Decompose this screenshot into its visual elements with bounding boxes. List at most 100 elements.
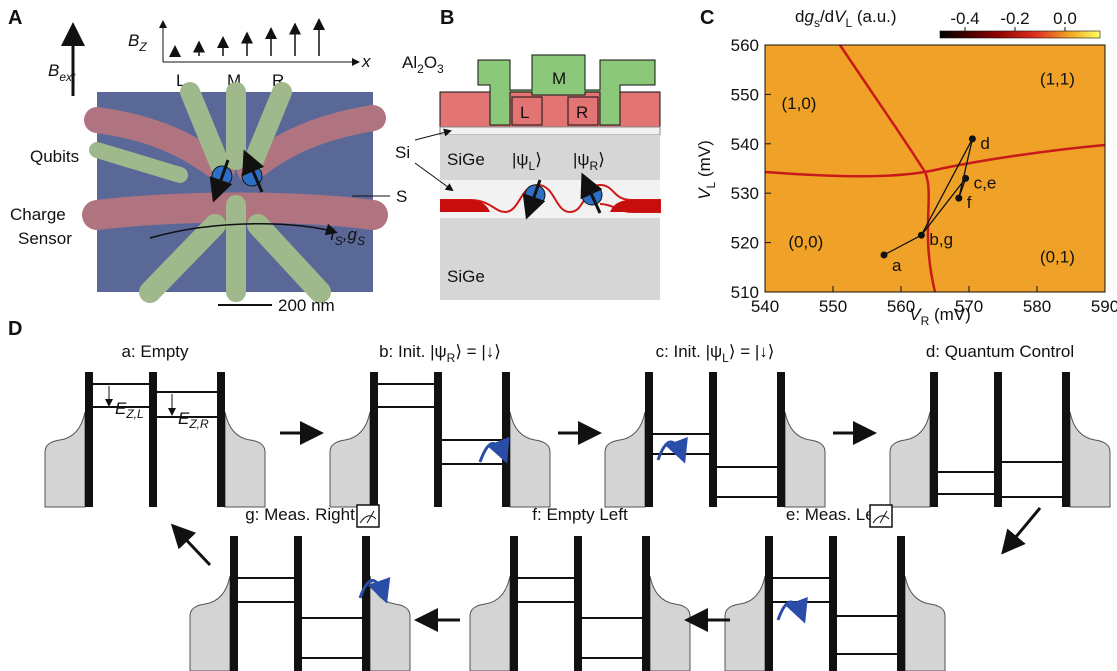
step-title: b: Init. |ψR⟩ = |↓⟩ xyxy=(379,342,501,365)
gate-label: L xyxy=(520,103,529,122)
tunnel-arrow xyxy=(658,442,683,460)
sequence-point xyxy=(969,135,976,142)
panel-b: B Al2O3 M L R Si SiGe SiGe |ψL⟩ |ψR⟩ xyxy=(395,7,660,300)
al2o3-label: Al2O3 xyxy=(402,53,444,76)
ez-label: EZ,R xyxy=(178,409,209,431)
flow-arrow xyxy=(175,528,210,565)
region-label: (1,0) xyxy=(782,94,817,113)
colorbar-tick-label: -0.4 xyxy=(950,9,979,28)
gate-label: R xyxy=(576,103,588,122)
reservoir xyxy=(650,576,690,671)
energy-diagram xyxy=(725,536,945,671)
energy-diagram xyxy=(190,536,410,671)
reservoir xyxy=(45,412,85,507)
panel-letter: A xyxy=(8,7,22,29)
barrier xyxy=(230,536,238,671)
reservoir xyxy=(470,576,510,671)
energy-diagram xyxy=(45,372,265,507)
x-tick-label: 550 xyxy=(819,297,847,316)
qubits-label: Qubits xyxy=(30,147,79,166)
ez-label: EZ,L xyxy=(115,399,144,421)
energy-diagram xyxy=(470,536,690,671)
reservoir xyxy=(785,412,825,507)
reservoir xyxy=(905,576,945,671)
reservoir xyxy=(890,412,930,507)
x-tick-label: 560 xyxy=(887,297,915,316)
reservoir xyxy=(1070,412,1110,507)
barrier xyxy=(574,536,582,671)
flow-arrow xyxy=(1005,508,1040,550)
s-label: S xyxy=(396,187,407,206)
point-label: a xyxy=(892,256,902,275)
reservoir xyxy=(725,576,765,671)
x-tick-label: 570 xyxy=(955,297,983,316)
step-title: a: Empty xyxy=(121,342,189,361)
scale-label: 200 nm xyxy=(278,296,335,315)
barrier xyxy=(85,372,93,507)
reservoir xyxy=(190,576,230,671)
point-label: d xyxy=(980,134,989,153)
barrier xyxy=(370,372,378,507)
tunnel-arrow xyxy=(480,443,505,462)
screening-gates xyxy=(440,92,660,127)
panel-letter: B xyxy=(440,7,454,29)
reservoir xyxy=(605,412,645,507)
step-title: g: Meas. Right xyxy=(245,505,355,524)
barrier xyxy=(434,372,442,507)
x-axis-label: x xyxy=(361,52,371,71)
region-label: (0,1) xyxy=(1040,247,1075,266)
barrier xyxy=(294,536,302,671)
gate-label: M xyxy=(552,69,566,88)
y-tick-label: 550 xyxy=(731,85,759,104)
tunnel-arrow xyxy=(778,602,803,620)
barrier xyxy=(897,536,905,671)
energy-diagram xyxy=(330,372,550,507)
barrier xyxy=(777,372,785,507)
y-tick-label: 520 xyxy=(731,234,759,253)
sequence-point xyxy=(955,195,962,202)
colorbar-title: dgs/dVL (a.u.) xyxy=(795,7,897,30)
barrier xyxy=(1062,372,1070,507)
point-label: f xyxy=(967,193,972,212)
step-title: f: Empty Left xyxy=(532,505,628,524)
reservoir xyxy=(225,412,265,507)
reservoir xyxy=(510,412,550,507)
y-tick-label: 510 xyxy=(731,283,759,302)
barrier xyxy=(510,536,518,671)
charge-sensor-label: Charge xyxy=(10,205,66,224)
si-label: Si xyxy=(395,143,410,162)
step-title: d: Quantum Control xyxy=(926,342,1074,361)
colorbar-tick-label: 0.0 xyxy=(1053,9,1077,28)
figure: A Bext BZ x L M R IS,gS Qubits Charge Se… xyxy=(0,0,1117,671)
point-label: c,e xyxy=(974,173,997,192)
barrier xyxy=(765,536,773,671)
panel-d: D EZ,L EZ,R a: Empty b: Init. |ψR⟩ = |↓⟩ c… xyxy=(8,318,1110,671)
region-label: (1,1) xyxy=(1040,70,1075,89)
sequence-point xyxy=(881,251,888,258)
reservoir xyxy=(370,576,410,671)
energy-diagram xyxy=(890,372,1110,507)
barrier xyxy=(645,372,653,507)
panel-letter: C xyxy=(700,7,714,29)
panel-letter: D xyxy=(8,318,22,340)
colorbar xyxy=(940,31,1100,38)
barrier xyxy=(642,536,650,671)
sige-layer xyxy=(440,218,660,300)
barrier xyxy=(217,372,225,507)
y-axis-label: VL (mV) xyxy=(695,140,718,200)
sige-label: SiGe xyxy=(447,150,485,169)
charge-sensor-label: Sensor xyxy=(18,229,72,248)
energy-diagram xyxy=(605,372,825,507)
step-title: c: Init. |ψL⟩ = |↓⟩ xyxy=(656,342,775,365)
sige-label: SiGe xyxy=(447,267,485,286)
colorbar-tick-label: -0.2 xyxy=(1000,9,1029,28)
barrier xyxy=(829,536,837,671)
y-tick-label: 540 xyxy=(731,135,759,154)
sequence-point xyxy=(918,232,925,239)
barrier xyxy=(930,372,938,507)
b-z-label: BZ xyxy=(128,31,147,54)
y-tick-label: 530 xyxy=(731,184,759,203)
barrier xyxy=(502,372,510,507)
barrier xyxy=(362,536,370,671)
